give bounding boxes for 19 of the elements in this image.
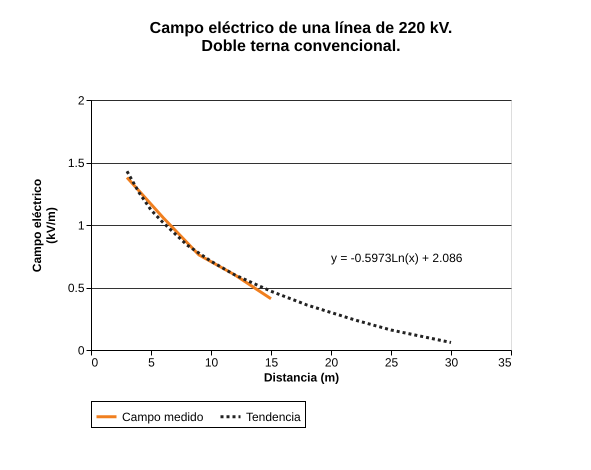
x-tick-label: 25 [384, 356, 398, 370]
x-axis-title: Distancia (m) [264, 370, 340, 384]
legend-label: Campo medido [122, 410, 204, 424]
annotation: y = -0.5973Ln(x) + 2.086 [331, 251, 463, 265]
chart-title: Campo eléctrico de una línea de 220 kV. Doble terna convencional. [150, 20, 452, 55]
y-tick-label: 0 [78, 344, 85, 358]
legend-label: Tendencia [246, 410, 302, 424]
y-tick-label: 0.5 [68, 281, 85, 295]
y-axis-title: Campo eléctrico (kV/m) [30, 178, 58, 272]
x-tick-label: 10 [204, 356, 218, 370]
x-tick-label: 20 [324, 356, 338, 370]
x-tick-label: 30 [444, 356, 458, 370]
x-tick-label: 15 [264, 356, 278, 370]
y-tick-label: 2 [78, 94, 85, 108]
y-tick-label: 1 [78, 218, 85, 232]
x-tick-label: 35 [498, 356, 512, 370]
y-tick-label: 1.5 [68, 156, 85, 170]
x-tick-label: 5 [148, 356, 156, 370]
x-tick-label: 0 [92, 356, 98, 370]
